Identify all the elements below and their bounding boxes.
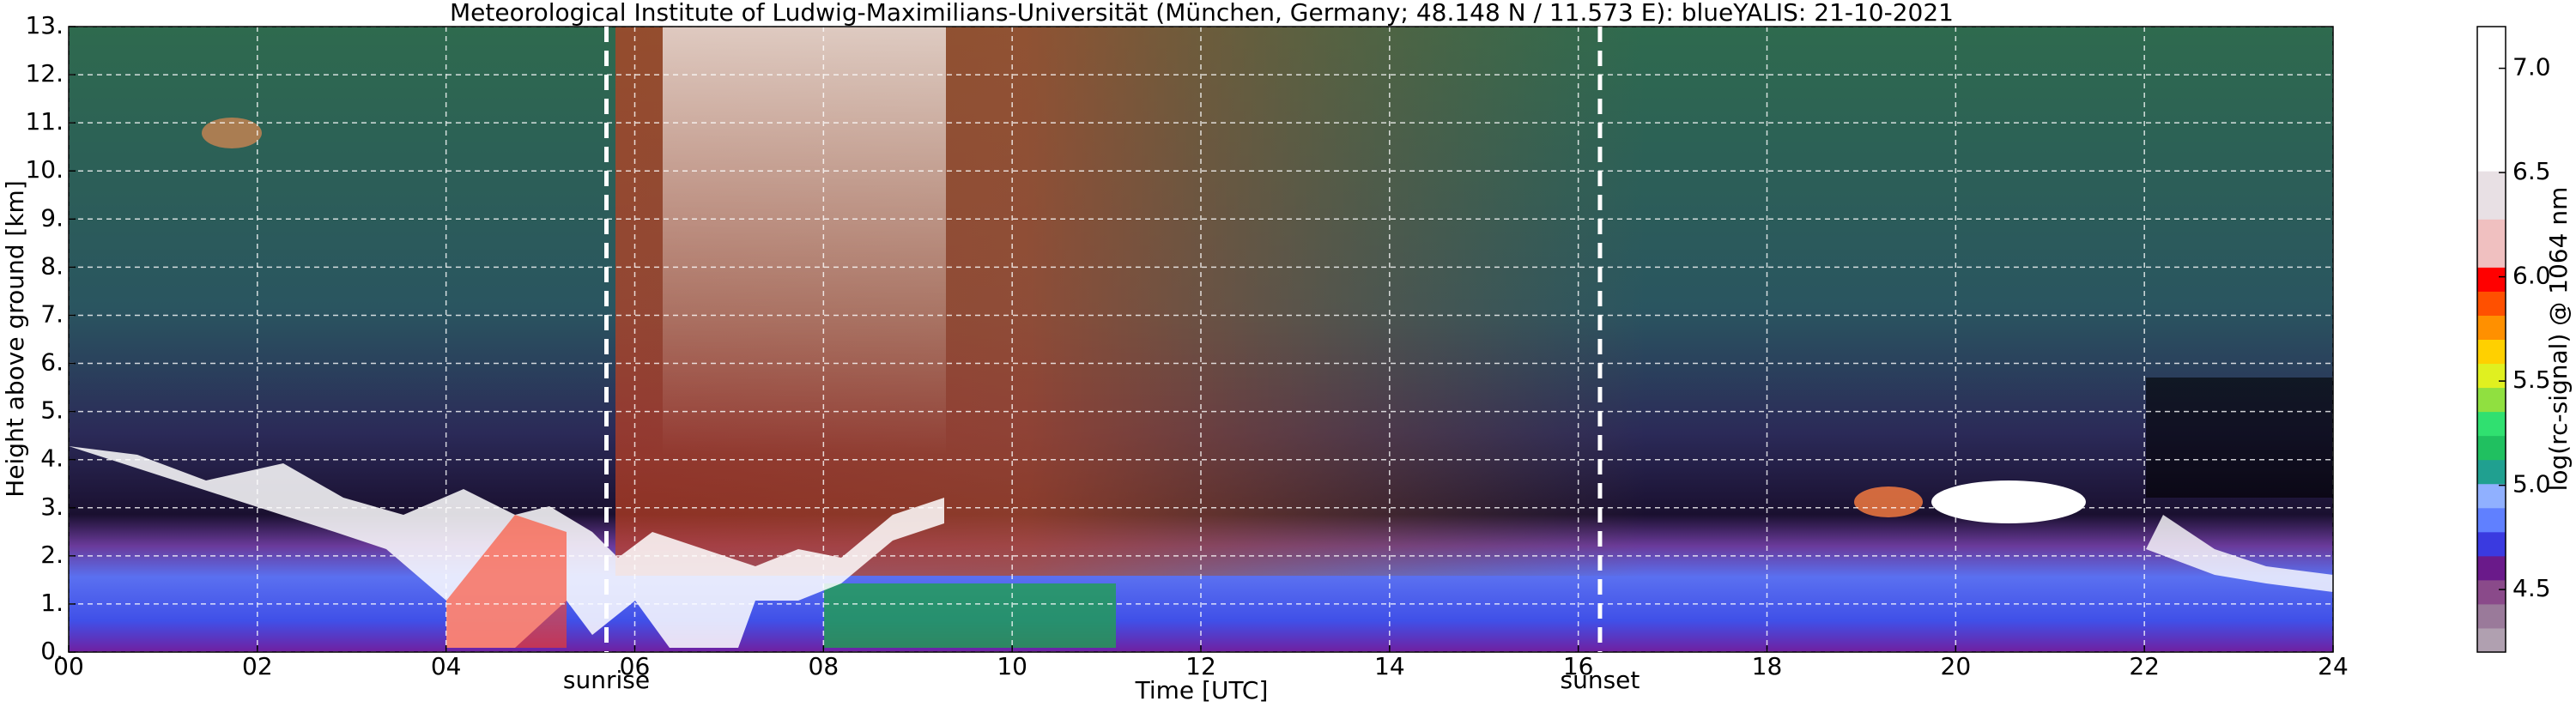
colorbar-segment	[2477, 123, 2506, 148]
colorbar-segment	[2477, 147, 2506, 172]
y-tick-label: 1.	[40, 589, 64, 617]
x-tick-label: 02	[242, 652, 273, 680]
y-tick-label: 6.	[40, 348, 64, 377]
colorbar-segment	[2477, 171, 2506, 196]
colorbar-segment	[2477, 483, 2506, 509]
x-tick-label: 00	[53, 652, 84, 680]
y-tick-label: 9.	[40, 203, 64, 232]
x-tick-label: 20	[1941, 652, 1972, 680]
y-tick-label: 10.	[25, 155, 64, 184]
y-tick-label: 2.	[40, 541, 64, 569]
colorbar-segment	[2477, 315, 2506, 340]
x-tick-label: 08	[809, 652, 839, 680]
y-tick-label: 7.	[40, 299, 64, 328]
colorbar-segment	[2477, 267, 2506, 292]
colorbar-segment	[2477, 531, 2506, 557]
colorbar-tick-label: 6.5	[2512, 157, 2551, 185]
colorbar-label: log(rc-signal) @ 1064 nm	[2544, 187, 2573, 492]
colorbar-segment	[2477, 363, 2506, 389]
colorbar-tick-label: 7.0	[2512, 53, 2551, 82]
colorbar-segment	[2477, 243, 2506, 268]
x-tick-label: 06	[620, 652, 651, 680]
colorbar-tick-label: 4.5	[2512, 574, 2551, 602]
y-tick-label: 12.	[25, 59, 64, 88]
y-tick-label: 5.	[40, 396, 64, 425]
chart-title: Meteorological Institute of Ludwig-Maxim…	[450, 0, 1954, 27]
colorbar-segment	[2477, 75, 2506, 100]
colorbar-segment	[2477, 507, 2506, 533]
colorbar-segment	[2477, 99, 2506, 124]
colorbar-segment	[2477, 603, 2506, 629]
x-tick-label: 10	[997, 652, 1027, 680]
x-tick-label: 04	[431, 652, 462, 680]
x-tick-label: 18	[1752, 652, 1783, 680]
x-tick-label: 16	[1563, 652, 1594, 680]
colorbar-segment	[2477, 627, 2506, 653]
colorbar-segment	[2477, 27, 2506, 51]
colorbar-segment	[2477, 387, 2506, 413]
colorbar-segment	[2477, 291, 2506, 316]
y-axis-label: Height above ground [km]	[1, 180, 29, 498]
colorbar-segment	[2477, 339, 2506, 365]
colorbar-segment	[2477, 435, 2506, 461]
y-tick-label: 11.	[25, 107, 64, 136]
colorbar-segment	[2477, 555, 2506, 581]
colorbar-segment	[2477, 195, 2506, 220]
colorbar-tick-label: 5.0	[2512, 470, 2551, 499]
colorbar-segment	[2477, 579, 2506, 605]
event-label: sunset	[1561, 666, 1640, 694]
y-tick-label: 0.	[40, 637, 64, 665]
x-tick-label: 22	[2129, 652, 2160, 680]
y-tick-label: 3.	[40, 492, 64, 521]
colorbar-segment	[2477, 219, 2506, 244]
x-tick-label: 14	[1374, 652, 1405, 680]
y-tick-label: 8.	[40, 251, 64, 280]
colorbar-segment	[2477, 411, 2506, 437]
colorbar-segment	[2477, 459, 2506, 485]
x-tick-label: 24	[2318, 652, 2349, 680]
x-axis-label: Time [UTC]	[1135, 676, 1269, 704]
colorbar-tick-label: 5.5	[2512, 366, 2551, 394]
colorbar-segment	[2477, 51, 2506, 76]
y-tick-label: 13.	[25, 11, 64, 39]
event-label: sunrise	[563, 666, 650, 694]
colorbar-frame	[2476, 26, 2506, 653]
colorbar-tick-label: 6.0	[2512, 262, 2551, 290]
x-tick-label: 12	[1185, 652, 1216, 680]
y-tick-label: 4.	[40, 444, 64, 473]
